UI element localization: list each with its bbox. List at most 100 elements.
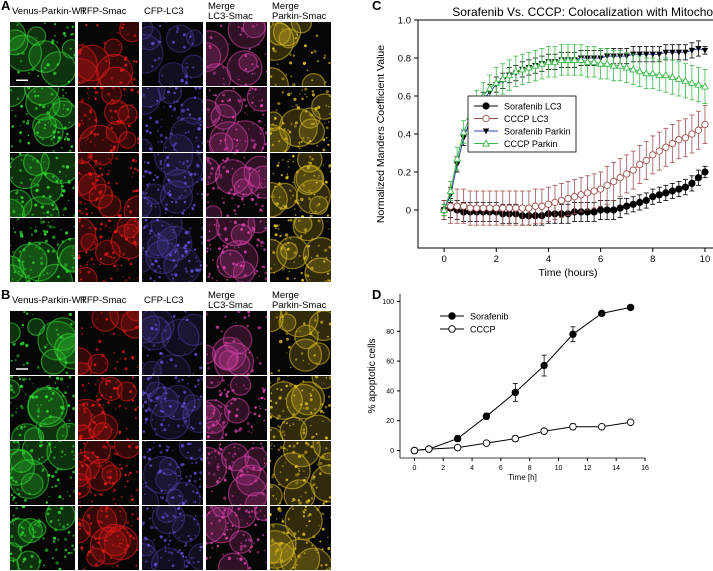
data-point [616, 174, 624, 182]
data-point [656, 51, 663, 58]
data-point [564, 194, 572, 203]
micrograph-cell [10, 376, 75, 440]
data-point [531, 202, 540, 210]
data-point [668, 139, 676, 148]
data-point [603, 206, 611, 214]
micrograph-cell [206, 87, 267, 152]
row-label: Sorafenib 10h [1, 509, 11, 566]
data-point [544, 200, 553, 208]
legend-label: CCCP Parkin [504, 139, 557, 149]
data-point [649, 151, 657, 159]
data-point [603, 181, 611, 189]
data-point [674, 74, 683, 82]
data-point [557, 55, 566, 63]
data-point [511, 388, 519, 397]
micrograph-cell [270, 22, 331, 87]
legend-label: Sorafenib [470, 311, 509, 321]
data-point [701, 168, 709, 176]
x-tick-label: 10 [700, 254, 711, 265]
data-point [564, 55, 572, 63]
data-point [598, 309, 606, 318]
x-tick-label: 0 [441, 254, 446, 265]
data-point [636, 51, 643, 58]
data-point [425, 445, 433, 453]
chart-legend: Sorafenib CCCP [440, 311, 509, 334]
data-point [662, 143, 670, 151]
data-point [570, 55, 579, 63]
data-point [482, 412, 491, 420]
micrograph-cell [142, 506, 203, 570]
data-point [681, 183, 689, 191]
data-point [642, 69, 651, 77]
data-point [655, 70, 664, 79]
x-tick-label: 16 [641, 465, 649, 472]
data-point [668, 72, 677, 81]
chart-colocalization: Sorafenib Vs. CCCP: Colocalization with … [375, 5, 713, 279]
micrograph-cell [10, 311, 75, 375]
micrograph-cell [78, 441, 139, 505]
data-point [446, 202, 455, 210]
row-label: Sorafenib 2.5h [1, 379, 11, 438]
data-point [629, 200, 637, 208]
y-tick-label: 40 [386, 388, 394, 395]
data-point [675, 49, 683, 56]
y-axis-label: Normalized Manders Coefficient Value [375, 45, 387, 223]
data-point [636, 198, 644, 206]
legend-label: Sorafenib Parkin [504, 126, 571, 136]
data-point [643, 51, 650, 58]
panel-letter-b: B [1, 287, 11, 302]
data-point [700, 82, 709, 90]
data-point [629, 166, 637, 174]
data-point [544, 57, 553, 65]
data-point [473, 204, 481, 212]
data-point [482, 128, 490, 135]
column-header: Venus-Parkin-WT [12, 6, 87, 17]
micrograph-cell [206, 217, 267, 282]
data-point [661, 70, 670, 79]
data-point [448, 312, 456, 320]
y-axis-label: % apoptotic cells [367, 338, 378, 413]
data-point [499, 204, 507, 212]
data-point [694, 174, 703, 182]
data-point [453, 434, 462, 443]
data-point [616, 204, 624, 212]
data-point [642, 156, 650, 165]
micrograph-cell [78, 22, 139, 87]
micrograph-cell [206, 376, 267, 440]
micrograph-cell [270, 217, 331, 282]
row-label: Sorafenib 0h [1, 314, 11, 366]
data-point [682, 49, 689, 56]
y-tick-label: 0.2 [398, 168, 411, 179]
data-point [623, 202, 631, 210]
data-point [525, 204, 533, 212]
micrograph-cell [270, 376, 331, 440]
y-tick-label: 0.4 [398, 130, 411, 141]
data-point [524, 63, 533, 71]
data-point [459, 127, 468, 136]
data-point [596, 185, 605, 193]
column-header: Merge LC3-Smac [208, 1, 253, 22]
legend-label: CCCP [470, 324, 496, 334]
micrograph-cell [78, 152, 139, 217]
data-point [505, 70, 514, 79]
data-series [410, 303, 635, 455]
x-tick-label: 8 [528, 465, 532, 472]
y-tick-label: 0 [406, 206, 411, 217]
data-point [681, 134, 690, 142]
data-point [610, 177, 618, 186]
micrograph-cell [78, 376, 139, 440]
x-tick-label: 2 [494, 254, 499, 265]
data-point [662, 189, 670, 197]
micrograph-cell [206, 152, 267, 217]
data-point [694, 80, 703, 88]
data-point [701, 120, 709, 129]
micrograph-cell [10, 22, 75, 87]
micrograph-cell [206, 311, 267, 375]
data-point [482, 114, 490, 123]
data-point [648, 69, 657, 77]
data-point [583, 189, 592, 197]
data-point [511, 67, 520, 75]
data-point [512, 204, 520, 212]
row-label: CCC P 0h [1, 25, 11, 66]
micrograph-cell [10, 217, 75, 282]
